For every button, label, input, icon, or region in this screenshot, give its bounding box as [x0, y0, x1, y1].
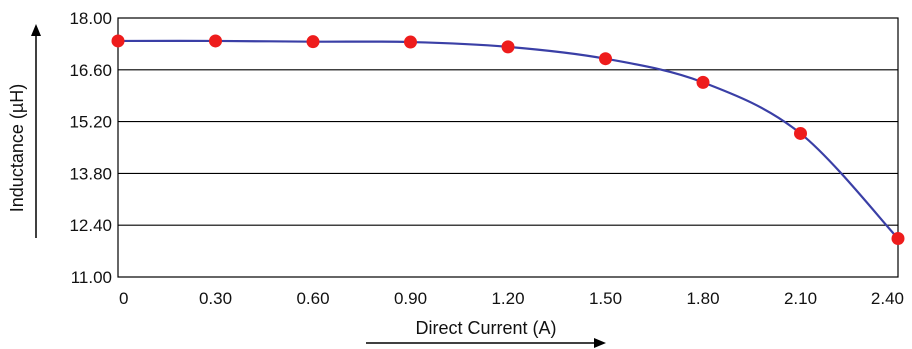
data-point [696, 75, 710, 89]
y-tick-label: 12.40 [69, 216, 112, 235]
data-point [599, 52, 612, 66]
x-tick-label: 0.60 [296, 289, 329, 308]
y-tick-label: 11.00 [71, 268, 112, 287]
x-tick-label: 2.40 [871, 289, 904, 308]
x-tick-label: 0 [119, 289, 128, 308]
series-line [117, 39, 899, 240]
x-tick-label: 0.30 [199, 289, 232, 308]
y-tick-labels: 18.00 16.60 15.20 13.80 12.40 11.00 [69, 9, 112, 287]
x-tick-label: 2.10 [784, 289, 817, 308]
x-tick-label: 0.90 [394, 289, 427, 308]
y-tick-label: 16.60 [69, 61, 112, 80]
plot-frame [117, 17, 899, 278]
data-point [209, 34, 222, 48]
y-tick-label: 15.20 [69, 113, 112, 132]
x-tick-label: 1.80 [686, 289, 719, 308]
x-tick-label: 1.50 [589, 289, 622, 308]
data-point [111, 34, 125, 48]
y-axis-arrow [31, 24, 41, 238]
y-axis-title: Inductance (µH) [7, 84, 27, 212]
data-point [306, 35, 320, 49]
data-point [404, 35, 417, 49]
data-point [501, 40, 515, 54]
x-axis-title: Direct Current (A) [415, 318, 556, 338]
grid-lines [118, 69, 898, 226]
x-axis-arrow [366, 338, 606, 348]
data-point [891, 232, 905, 246]
x-tick-label: 1.20 [491, 289, 524, 308]
y-tick-label: 13.80 [69, 164, 112, 183]
data-point [794, 126, 807, 140]
x-tick-labels: 0 0.30 0.60 0.90 1.20 1.50 1.80 2.10 2.40 [119, 289, 904, 308]
y-tick-label: 18.00 [69, 9, 112, 28]
data-markers [111, 34, 905, 246]
